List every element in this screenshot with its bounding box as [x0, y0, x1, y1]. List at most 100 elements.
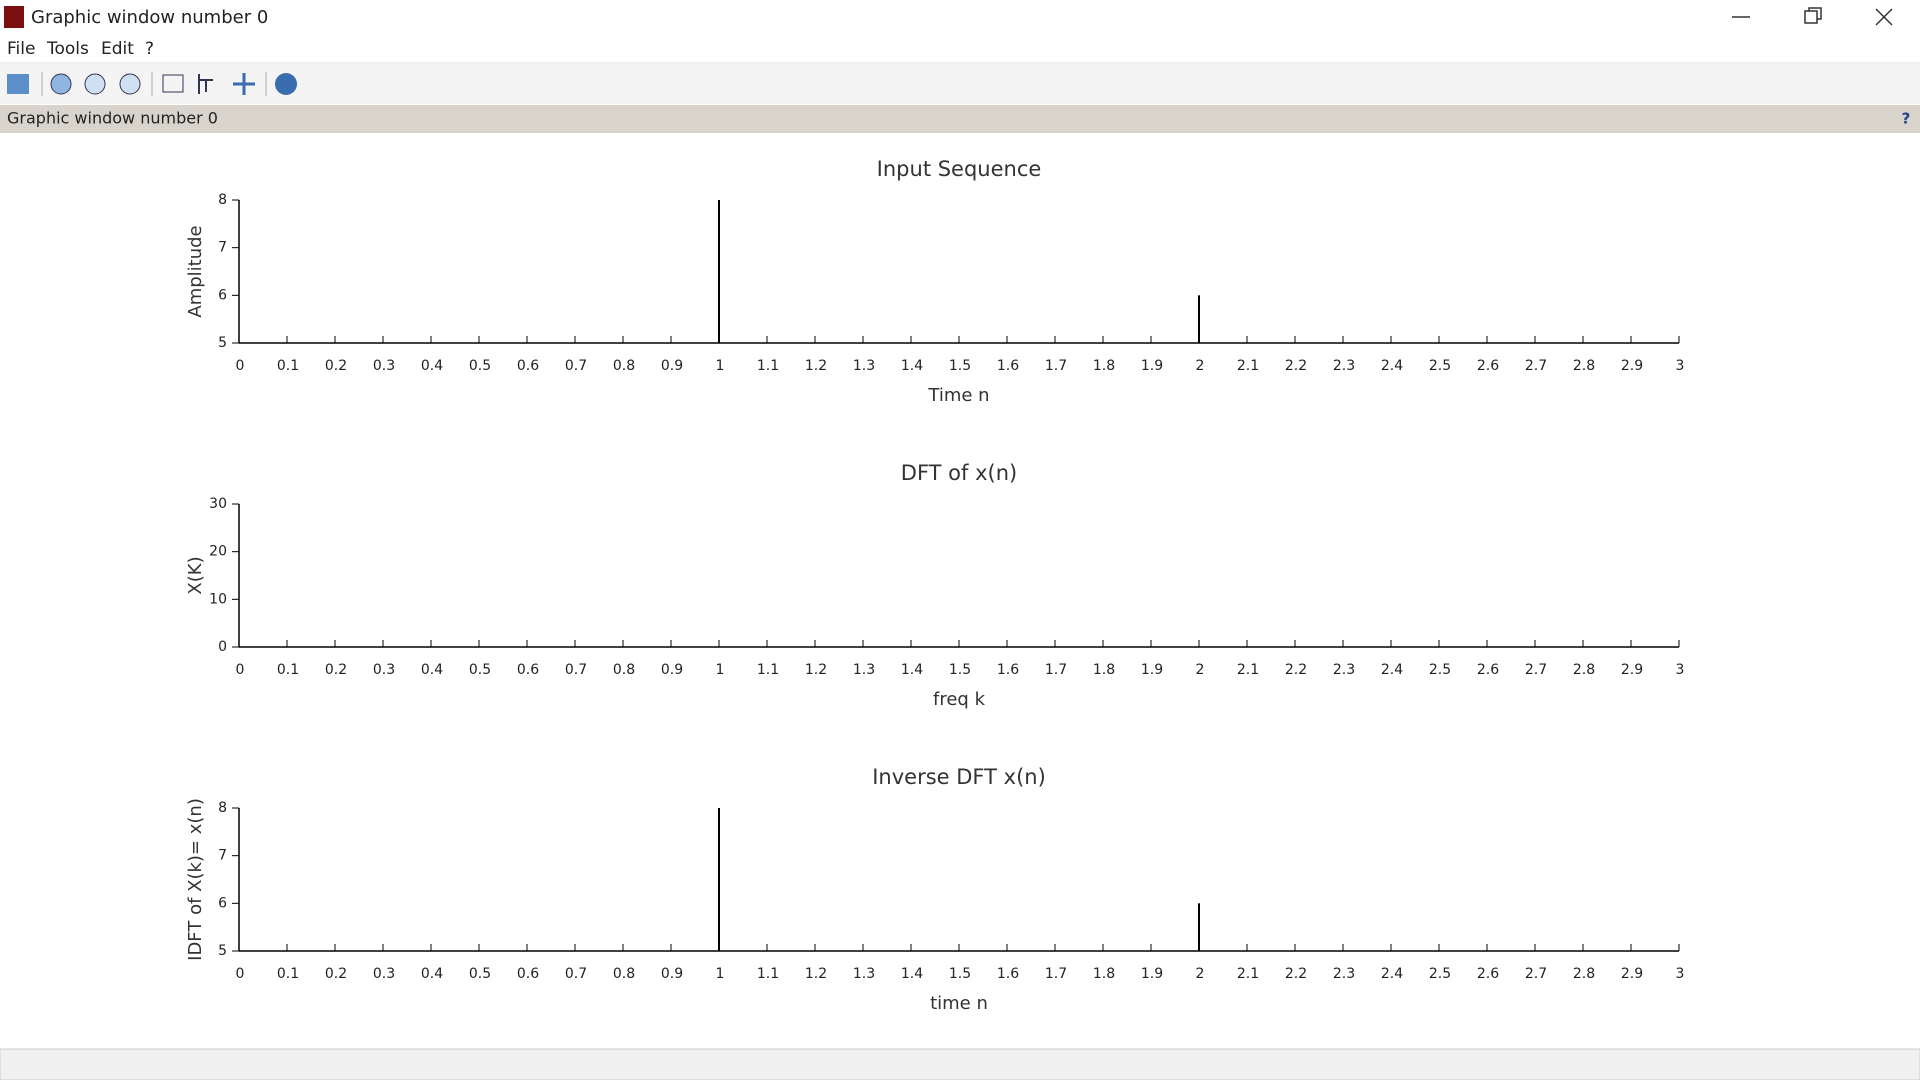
x-tick-label: 1.5 — [949, 966, 971, 982]
restore-button[interactable] — [1804, 7, 1822, 24]
y-tick-label: 6 — [218, 895, 227, 911]
x-tick-label: 2.6 — [1477, 358, 1499, 374]
header-help[interactable]: ? — [1902, 110, 1911, 128]
x-tick-label: 1.7 — [1045, 358, 1067, 374]
x-tick-label: 2.9 — [1621, 662, 1643, 678]
x-tick-label: 0.9 — [661, 966, 683, 982]
x-tick-label: 2.7 — [1525, 662, 1547, 678]
x-tick-label: 1.3 — [853, 662, 875, 678]
header-band — [0, 105, 1920, 133]
x-tick-label: 2.5 — [1429, 662, 1451, 678]
tool-zoom-in[interactable] — [84, 73, 106, 95]
y-axis-label: Amplitude — [185, 225, 206, 317]
y-tick-label: 7 — [218, 240, 227, 256]
x-tick-label: 0.7 — [565, 966, 587, 982]
y-tick-label: 5 — [218, 943, 227, 959]
x-tick-label: 1.4 — [901, 966, 923, 982]
x-tick-label: 2.8 — [1573, 662, 1595, 678]
tool-window[interactable] — [162, 74, 184, 93]
x-tick-label: 2.2 — [1285, 966, 1307, 982]
x-tick-label: 1.9 — [1141, 358, 1163, 374]
toolbar — [0, 64, 1920, 104]
x-tick-label: 2 — [1196, 966, 1205, 982]
x-tick-label: 0.7 — [565, 358, 587, 374]
chart-title: Input Sequence — [877, 157, 1042, 181]
x-tick-label: 2.4 — [1381, 966, 1403, 982]
x-tick-label: 3 — [1676, 662, 1685, 678]
x-tick-label: 0.1 — [277, 358, 299, 374]
x-tick-label: 3 — [1676, 358, 1685, 374]
x-tick-label: 2.2 — [1285, 358, 1307, 374]
x-tick-label: 0 — [236, 966, 245, 982]
x-tick-label: 1.4 — [901, 662, 923, 678]
x-tick-label: 1.8 — [1093, 966, 1115, 982]
x-tick-label: 2.9 — [1621, 966, 1643, 982]
x-tick-label: 0.4 — [421, 662, 443, 678]
close-button[interactable] — [1875, 8, 1893, 26]
x-tick-label: 1.6 — [997, 358, 1019, 374]
menu-help[interactable]: ? — [145, 39, 154, 59]
x-tick-label: 2.1 — [1237, 662, 1259, 678]
x-tick-label: 0 — [236, 662, 245, 678]
x-tick-label: 2.3 — [1333, 966, 1355, 982]
x-tick-label: 2.7 — [1525, 358, 1547, 374]
tool-rotate[interactable] — [7, 74, 29, 94]
chart-title: Inverse DFT x(n) — [872, 765, 1046, 789]
toolbar-icons — [7, 72, 297, 96]
x-tick-label: 1.7 — [1045, 966, 1067, 982]
x-tick-label: 1.3 — [853, 966, 875, 982]
x-tick-label: 0.3 — [373, 662, 395, 678]
y-tick-label: 7 — [218, 848, 227, 864]
y-tick-label: 8 — [218, 192, 227, 208]
y-tick-label: 20 — [209, 544, 227, 560]
x-tick-label: 0.6 — [517, 966, 539, 982]
x-tick-label: 2.6 — [1477, 662, 1499, 678]
x-tick-label: 1.2 — [805, 966, 827, 982]
status-bar — [0, 1048, 1920, 1080]
x-tick-label: 1.2 — [805, 662, 827, 678]
x-axis-label: Time n — [927, 385, 989, 406]
tool-zoom-grid[interactable] — [50, 73, 72, 95]
x-tick-label: 0.2 — [325, 966, 347, 982]
window-title: Graphic window number 0 — [31, 7, 268, 28]
x-tick-label: 2 — [1196, 358, 1205, 374]
y-axis-label: IDFT of X(k)= x(n) — [185, 798, 206, 961]
menu-file[interactable]: File — [7, 39, 35, 59]
x-tick-label: 0.4 — [421, 358, 443, 374]
x-tick-label: 1.3 — [853, 358, 875, 374]
tool-pan[interactable] — [233, 73, 255, 95]
y-tick-label: 10 — [209, 591, 227, 607]
x-tick-label: 2.7 — [1525, 966, 1547, 982]
x-tick-label: 0.3 — [373, 966, 395, 982]
x-axis-label: time n — [930, 993, 988, 1014]
x-tick-label: 1 — [716, 662, 725, 678]
x-tick-label: 1.1 — [757, 358, 779, 374]
x-tick-label: 2.3 — [1333, 662, 1355, 678]
app-icon — [4, 6, 24, 28]
x-tick-label: 0.1 — [277, 966, 299, 982]
x-tick-label: 1.4 — [901, 358, 923, 374]
x-tick-label: 1.7 — [1045, 662, 1067, 678]
x-tick-label: 2.8 — [1573, 358, 1595, 374]
x-tick-label: 1.8 — [1093, 358, 1115, 374]
x-tick-label: 0.5 — [469, 966, 491, 982]
x-tick-label: 1 — [716, 358, 725, 374]
x-tick-label: 2.1 — [1237, 358, 1259, 374]
chart-title: DFT of x(n) — [901, 461, 1017, 485]
x-tick-label: 0.8 — [613, 966, 635, 982]
tool-datatip[interactable] — [198, 74, 213, 94]
x-tick-label: 0.8 — [613, 358, 635, 374]
x-tick-label: 0.1 — [277, 662, 299, 678]
menu-tools[interactable]: Tools — [46, 39, 89, 59]
x-tick-label: 1.2 — [805, 358, 827, 374]
x-tick-label: 0.3 — [373, 358, 395, 374]
tool-help[interactable] — [275, 73, 297, 95]
y-tick-label: 5 — [218, 335, 227, 351]
x-tick-label: 3 — [1676, 966, 1685, 982]
x-tick-label: 0.9 — [661, 358, 683, 374]
tool-zoom-out[interactable] — [119, 73, 141, 95]
menu-edit[interactable]: Edit — [101, 39, 134, 59]
x-tick-label: 1.6 — [997, 662, 1019, 678]
